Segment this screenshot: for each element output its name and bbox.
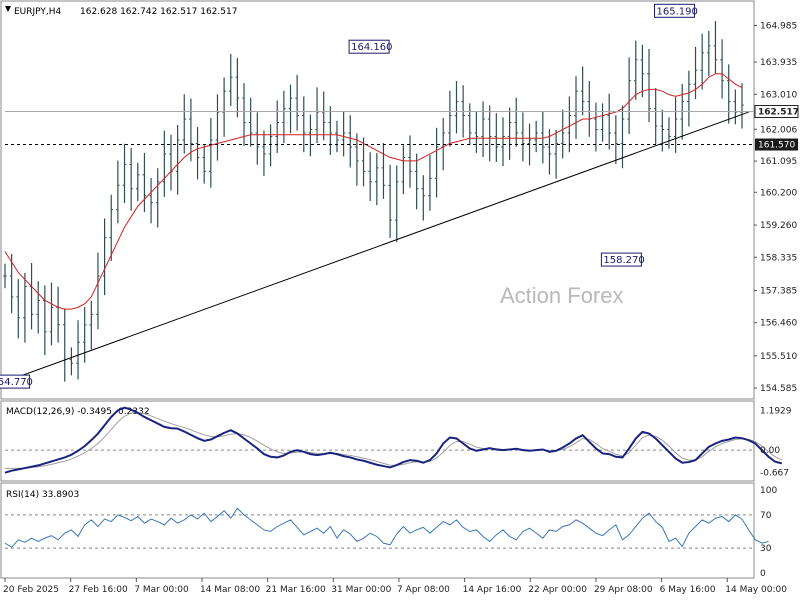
last-price-label: 162.517 xyxy=(758,107,799,117)
support-label: 161.570 xyxy=(758,141,795,151)
time-axis-label: 7 Mar 00:00 xyxy=(134,585,189,595)
macd-line xyxy=(4,406,783,474)
price-axis-label: 164.985 xyxy=(760,21,797,31)
macd-axis-label: -0.667 xyxy=(760,468,789,478)
macd-title: MACD(12,26,9) -0.3495 -0.2332 xyxy=(6,407,150,417)
macd-layer xyxy=(4,406,783,474)
rsi-axis-label: 100 xyxy=(760,486,777,496)
price-axis-label: 163.935 xyxy=(760,58,797,68)
rsi-line xyxy=(4,507,769,548)
time-axis-label: 14 Mar 08:00 xyxy=(200,585,260,595)
rsi-axis-label: 30 xyxy=(760,544,772,554)
price-axis-label: 157.385 xyxy=(760,286,797,296)
macd-axis-label: 0.00 xyxy=(760,446,780,456)
axis-layer: 164.985 163.935 163.010 162.006 161.095 160.2… xyxy=(3,21,799,595)
rsi-axis-label: 70 xyxy=(760,511,772,521)
price-axis-label: 154.585 xyxy=(760,384,797,394)
annotation-box xyxy=(0,374,31,389)
rsi-title: RSI(14) 33.8903 xyxy=(6,490,79,500)
price-axis-label: 162.006 xyxy=(760,125,797,135)
rsi-layer xyxy=(4,507,769,549)
last-price-badge xyxy=(754,104,799,118)
time-axis-label: 20 Feb 2025 xyxy=(3,585,59,595)
annotation-box xyxy=(654,3,696,18)
time-axis-label: 29 Apr 08:00 xyxy=(594,585,653,595)
price-title: EURJPY,H4 xyxy=(14,7,62,17)
price-axis-label: 156.460 xyxy=(760,319,797,329)
price-layer: 154.770 164.160 158.270 165.190 xyxy=(0,3,754,389)
annotation-label: 164.160 xyxy=(351,42,392,53)
price-axis-label: 160.200 xyxy=(760,188,797,198)
annotation-box xyxy=(348,39,390,54)
macd-axis-label: 1.1929 xyxy=(760,407,792,417)
annotation-label: 165.190 xyxy=(657,6,698,17)
time-axis-label: 27 Feb 16:00 xyxy=(69,585,128,595)
time-axis-label: 31 Mar 00:00 xyxy=(331,585,391,595)
time-axis-label: 22 Apr 00:00 xyxy=(528,585,587,595)
annotation-label: 158.270 xyxy=(603,255,644,266)
time-axis-label: 14 May 00:00 xyxy=(725,585,787,595)
rsi-axis-label: 0 xyxy=(760,569,766,579)
time-axis-label: 21 Mar 16:00 xyxy=(266,585,326,595)
support-badge xyxy=(755,138,798,151)
price-axis-label: 159.260 xyxy=(760,221,797,231)
annotation-box xyxy=(600,252,642,267)
trendline xyxy=(4,111,749,383)
dropdown-triangle-icon[interactable] xyxy=(5,6,11,12)
annotation-label: 154.770 xyxy=(0,377,33,388)
time-axis-label: 7 Apr 08:00 xyxy=(397,585,450,595)
price-axis-label: 158.335 xyxy=(760,253,797,263)
time-axis-label: 14 Apr 16:00 xyxy=(463,585,522,595)
price-axis-label: 161.095 xyxy=(760,157,797,167)
watermark: Action Forex xyxy=(500,283,624,308)
ohlc-values: 162.628 162.742 162.517 162.517 xyxy=(80,7,237,17)
rsi-panel-frame xyxy=(0,482,755,579)
price-axis-label: 163.010 xyxy=(760,90,797,100)
time-axis-label: 6 May 16:00 xyxy=(660,585,716,595)
moving-average-line xyxy=(4,73,743,310)
price-panel-frame xyxy=(0,0,755,400)
price-axis-label: 155.510 xyxy=(760,352,797,362)
